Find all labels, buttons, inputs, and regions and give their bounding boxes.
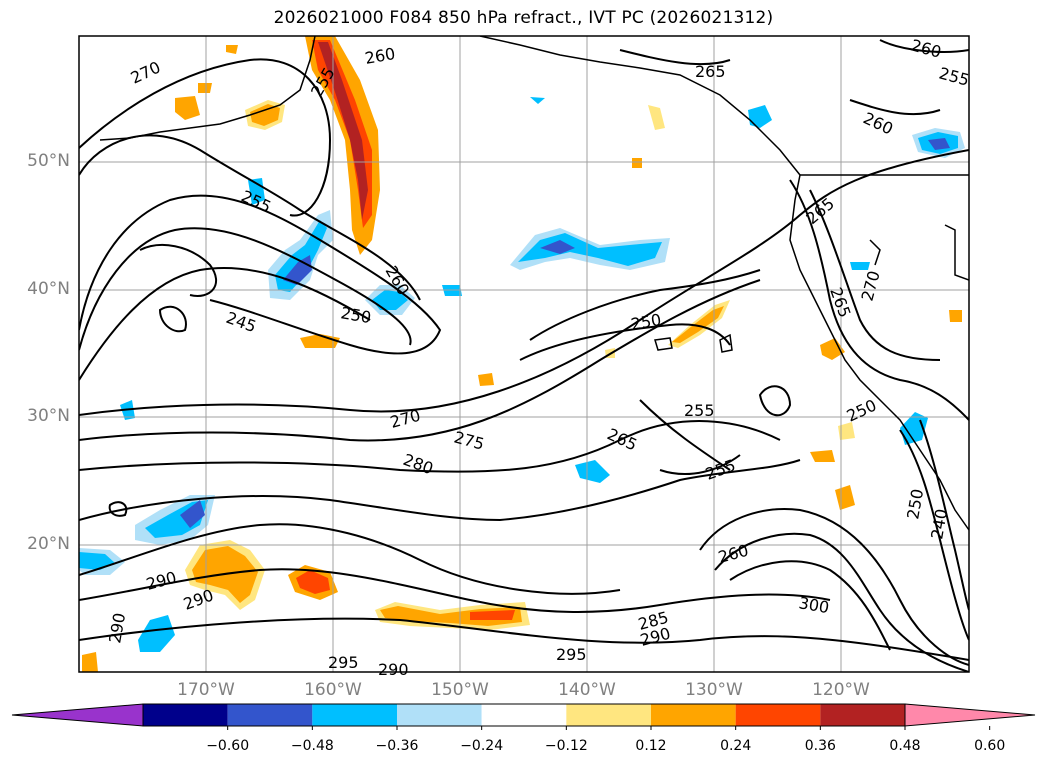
lon-label-140w: 140°W [558,680,616,700]
colorbar-segment [820,704,905,726]
lon-label-130w: 130°W [685,680,743,700]
plot-frame [78,35,970,673]
contour-lines [79,39,969,672]
colorbar-segment [227,704,313,726]
contour-label: 295 [556,645,587,664]
colorbar-segment [397,704,482,726]
colorbar-frame [142,703,906,727]
contour-label: 290 [378,660,409,679]
colorbar-tick-label: 0.24 [720,738,752,754]
lat-label-30n: 30°N [27,406,70,426]
lon-label-120w: 120°W [812,680,870,700]
colorbar-tick-label: 0.48 [889,738,921,754]
grid-lines [79,36,969,672]
lat-label-20n: 20°N [27,534,70,554]
colorbar-segment [312,704,397,726]
map-title: 2026021000 F084 850 hPa refract., IVT PC… [273,8,774,28]
coastlines [99,36,969,531]
colorbar-segment [143,704,228,726]
colorbar-tick-label: −0.36 [375,738,419,754]
colorbar-tick-label: 0.12 [635,738,667,754]
contour-label: 255 [684,401,715,420]
colorbar-extend-right [904,703,1036,727]
contour-label: 265 [695,62,726,81]
lat-label-40n: 40°N [27,279,70,299]
lat-label-50n: 50°N [27,151,70,171]
colorbar-segment [566,704,651,726]
colorbar-tick-label: −0.48 [290,738,334,754]
lon-label-170w: 170°W [177,680,235,700]
colorbar-tick-label: 0.36 [804,738,836,754]
contour-label: 295 [328,653,359,672]
colorbar-segment [651,704,736,726]
colorbar-tick-label: −0.24 [460,738,504,754]
lon-label-160w: 160°W [304,680,362,700]
colorbar-segment [735,704,821,726]
colorbar-extend-left [11,703,144,727]
colorbar-tick-label: −0.12 [544,738,588,754]
colorbar-segment [481,704,567,726]
colorbar-tick-label: −0.60 [206,738,250,754]
lon-label-150w: 150°W [431,680,489,700]
colorbar [11,703,1036,730]
colorbar-tick-label: 0.60 [974,738,1006,754]
